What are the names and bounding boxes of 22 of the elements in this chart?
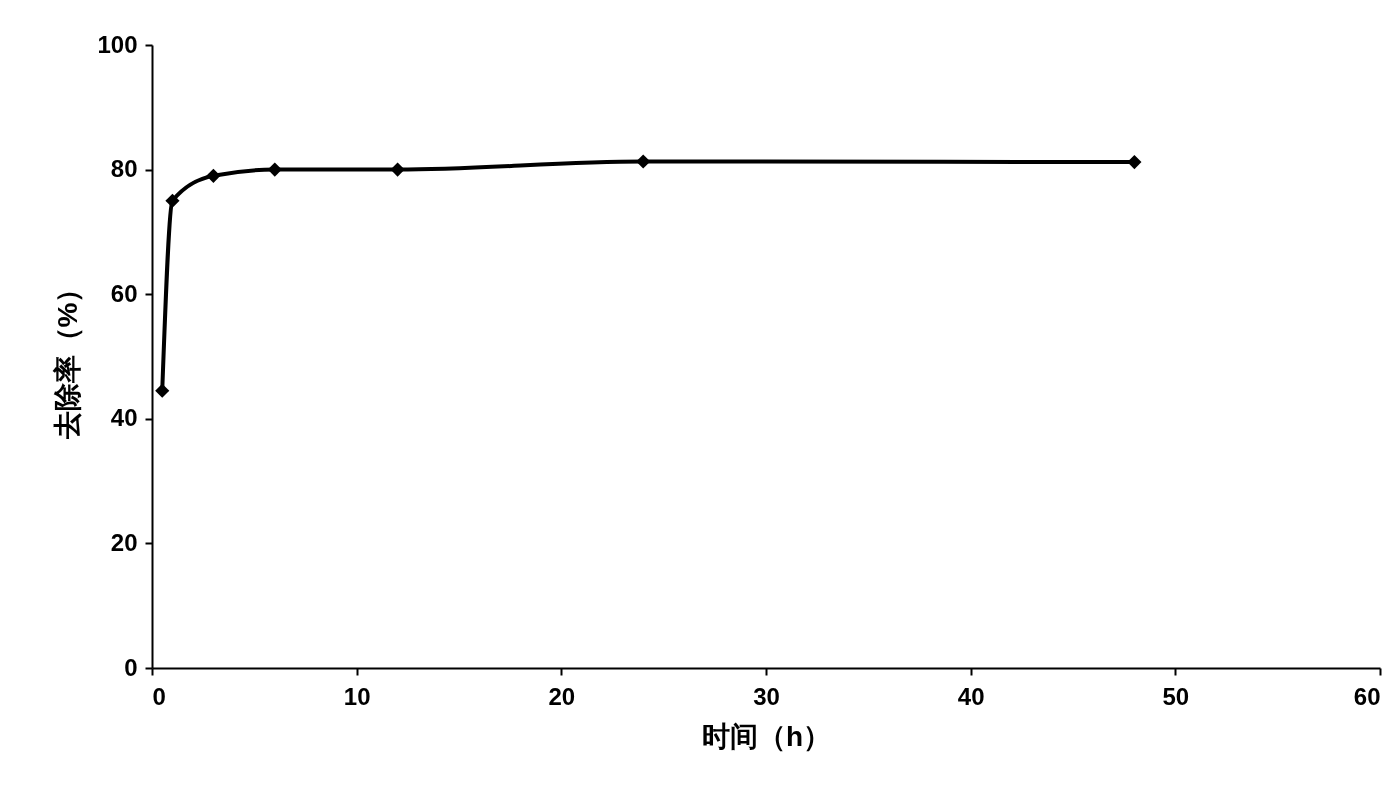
x-tick-label: 40 <box>957 682 985 710</box>
point <box>206 168 221 183</box>
y-tick-label: 100 <box>97 30 138 58</box>
point <box>267 162 282 177</box>
point <box>165 193 180 208</box>
x-tick-label: 10 <box>343 682 371 710</box>
y-tick-label: 40 <box>110 404 138 432</box>
x-tick-label: 50 <box>1162 682 1190 710</box>
x-tick-label: 30 <box>753 682 780 710</box>
y-tick-label: 80 <box>110 155 138 183</box>
x-axis-title: 时间（h） <box>701 720 832 752</box>
y-axis-title: 去除率（%） <box>52 274 84 441</box>
point <box>1127 155 1142 170</box>
x-tick-label: 60 <box>1353 682 1381 710</box>
y-tick-label: 0 <box>124 653 138 681</box>
point <box>390 162 405 177</box>
x-tick-label: 20 <box>548 682 576 710</box>
point <box>636 154 651 169</box>
y-tick-label: 20 <box>110 528 138 556</box>
x-tick-label: 0 <box>152 682 166 710</box>
point <box>155 383 170 398</box>
y-tick-label: 60 <box>110 279 138 307</box>
